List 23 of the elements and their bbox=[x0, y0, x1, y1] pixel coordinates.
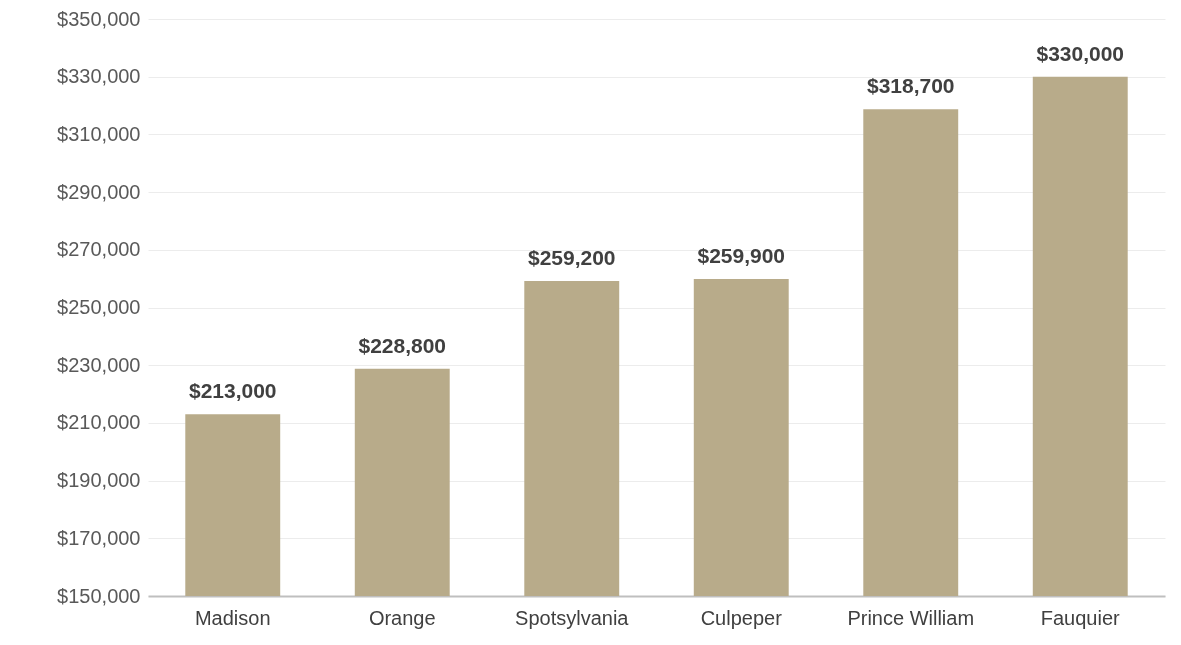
x-tick-label: Fauquier bbox=[1040, 606, 1121, 629]
data-label: $259,200 bbox=[527, 245, 616, 269]
y-tick-label: $230,000 bbox=[57, 353, 141, 376]
data-label: $259,900 bbox=[697, 243, 786, 267]
x-tick-label: Orange bbox=[368, 606, 436, 629]
y-tick-label: $210,000 bbox=[57, 411, 141, 434]
x-tick-label: Spotsylvania bbox=[515, 606, 630, 629]
data-label: $330,000 bbox=[1036, 41, 1125, 65]
y-tick-label: $330,000 bbox=[57, 65, 141, 88]
y-tick-label: $270,000 bbox=[57, 238, 141, 261]
data-label: $213,000 bbox=[188, 379, 277, 403]
y-tick-label: $170,000 bbox=[57, 526, 141, 549]
y-tick-label: $250,000 bbox=[57, 296, 141, 318]
data-label: $318,700 bbox=[866, 74, 955, 98]
x-tick-label: Madison bbox=[194, 606, 271, 629]
y-tick-label: $290,000 bbox=[57, 180, 141, 203]
x-tick-label: Culpeper bbox=[700, 606, 783, 629]
data-label: $228,800 bbox=[358, 333, 447, 357]
y-tick-label: $190,000 bbox=[57, 469, 141, 492]
y-tick-label: $310,000 bbox=[57, 122, 141, 145]
x-tick-label: Prince William bbox=[847, 606, 975, 629]
y-tick-label: $150,000 bbox=[57, 584, 141, 607]
y-tick-label: $350,000 bbox=[57, 7, 141, 30]
